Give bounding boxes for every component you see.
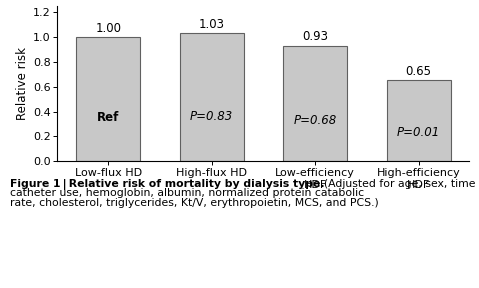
Text: 1.03: 1.03 <box>199 18 225 31</box>
Text: 0.65: 0.65 <box>406 65 432 78</box>
Text: 1.00: 1.00 <box>95 22 121 35</box>
Bar <box>283 46 347 161</box>
Bar <box>180 33 244 161</box>
Text: Figure 1: Figure 1 <box>0 287 1 288</box>
Text: catheter use, hemoglobin, albumin, normalized protein catabolic: catheter use, hemoglobin, albumin, norma… <box>10 188 364 198</box>
Text: P=0.68: P=0.68 <box>294 114 337 127</box>
Bar <box>387 80 451 161</box>
Text: P=0.01: P=0.01 <box>397 126 440 139</box>
Text: Figure 1 | Relative risk of mortality by dialysis type.: Figure 1 | Relative risk of mortality by… <box>10 179 324 190</box>
Y-axis label: Relative risk: Relative risk <box>16 47 29 120</box>
Text: (Adjusted for age, sex, time on dialysis, 14 summary comorbid conditions, weight: (Adjusted for age, sex, time on dialysis… <box>0 287 1 288</box>
Text: (Adjusted for age, sex, time on dialysis, 14 summary comorbid conditions, weight: (Adjusted for age, sex, time on dialysis… <box>324 179 479 189</box>
Text: rate, cholesterol, triglycerides, Kt/V, erythropoietin, MCS, and PCS.): rate, cholesterol, triglycerides, Kt/V, … <box>10 198 378 208</box>
Bar <box>76 37 140 161</box>
Text: Ref: Ref <box>97 111 119 124</box>
Text: P=0.83: P=0.83 <box>190 110 233 123</box>
Text: 0.93: 0.93 <box>302 30 328 43</box>
